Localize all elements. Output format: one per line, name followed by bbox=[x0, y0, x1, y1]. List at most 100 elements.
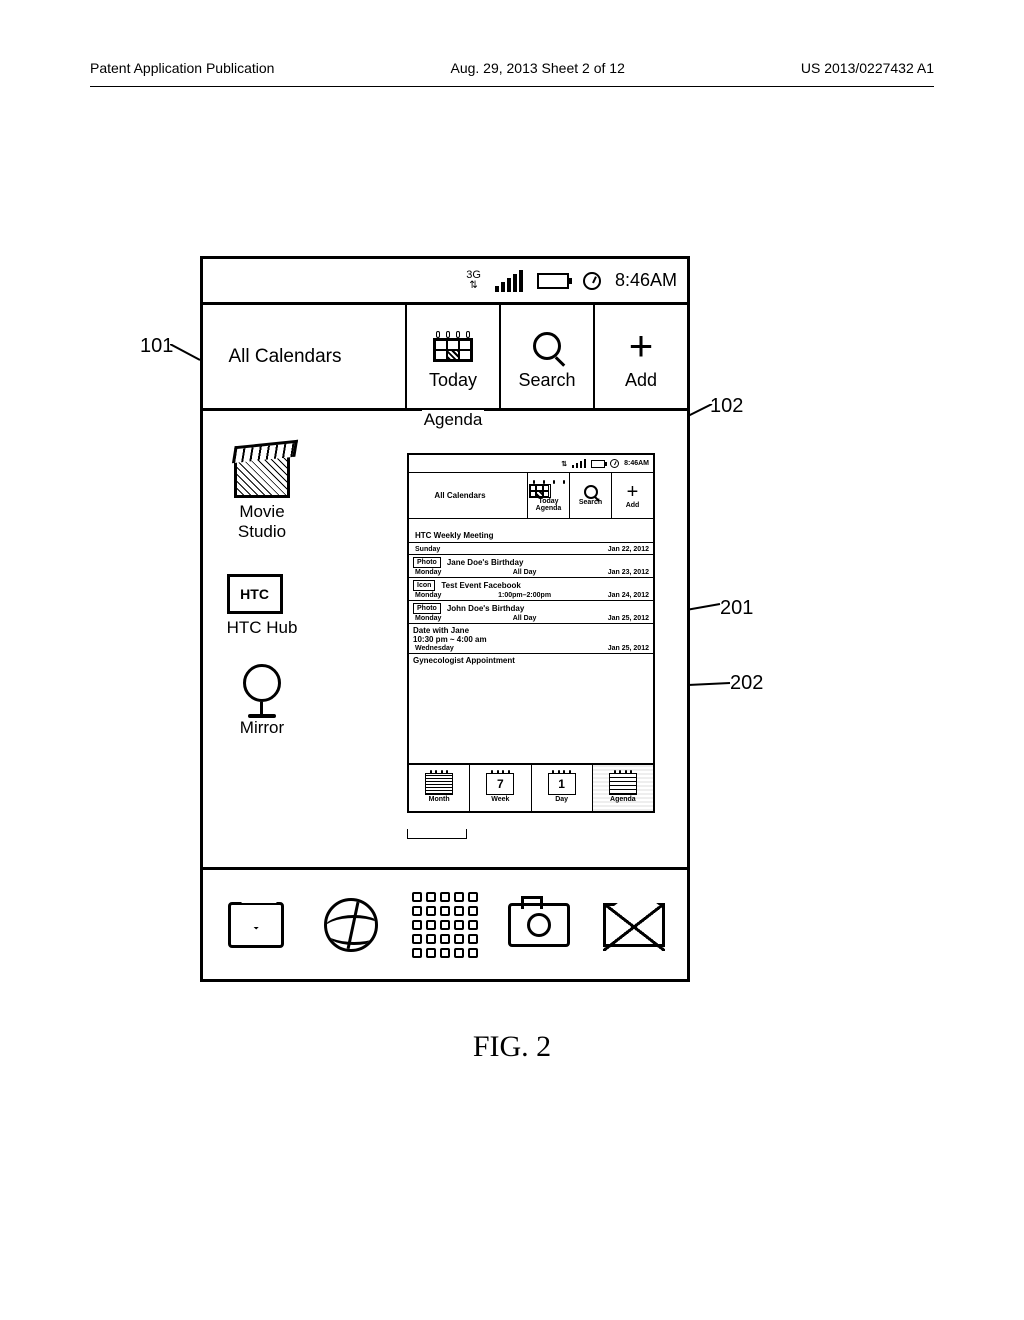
clock-icon bbox=[583, 272, 601, 290]
preview-event[interactable]: Sunday Jan 22, 2012 bbox=[409, 542, 653, 554]
leader-202 bbox=[688, 680, 732, 690]
ev-thumb: Photo bbox=[413, 557, 441, 568]
preview-today-label: Today bbox=[538, 498, 558, 505]
ev-date: Jan 23, 2012 bbox=[608, 569, 649, 576]
ev-title: Date with Jane bbox=[413, 626, 649, 635]
preview-status-bar: ⇅ 8:46AM bbox=[409, 455, 653, 473]
preview-search-icon bbox=[584, 485, 598, 499]
calendar-preview[interactable]: ⇅ 8:46AM All Calendars Today Agenda Se bbox=[407, 453, 655, 813]
callout-101: 101 bbox=[140, 335, 173, 358]
ev-date: Jan 22, 2012 bbox=[608, 546, 649, 553]
preview-event[interactable]: Date with Jane 10:30 pm ~ 4:00 am Wednes… bbox=[409, 623, 653, 653]
tab-agenda-label: Agenda bbox=[610, 796, 636, 803]
htc-badge-text: HTC bbox=[240, 586, 269, 602]
ev-sub: 10:30 pm ~ 4:00 am bbox=[413, 635, 649, 644]
movie-label-1: Movie bbox=[234, 502, 290, 522]
page-header: Patent Application Publication Aug. 29, … bbox=[0, 0, 1024, 86]
ev-day: Sunday bbox=[415, 546, 440, 553]
preview-all-label: All Calendars bbox=[434, 491, 485, 500]
preview-event[interactable]: PhotoJane Doe's Birthday MondayAll DayJa… bbox=[409, 554, 653, 577]
preview-all-calendars[interactable]: All Calendars bbox=[409, 473, 527, 518]
all-calendars-dropdown[interactable]: All Calendars bbox=[203, 305, 405, 408]
clapper-icon bbox=[234, 454, 290, 498]
agenda-icon bbox=[609, 773, 637, 795]
tab-day-label: Day bbox=[555, 796, 568, 803]
dock-mail[interactable] bbox=[220, 890, 292, 960]
preview-event[interactable]: IconTest Event Facebook Monday1:00pm–2:0… bbox=[409, 577, 653, 600]
movie-label-2: Studio bbox=[234, 522, 290, 542]
today-label: Today bbox=[429, 370, 477, 391]
ev-sub: All Day bbox=[513, 615, 537, 622]
ev-date: Jan 24, 2012 bbox=[608, 592, 649, 599]
dropdown-icon bbox=[360, 350, 380, 364]
tab-month[interactable]: Month bbox=[409, 765, 470, 811]
add-button[interactable]: + Add bbox=[593, 305, 687, 408]
signal-icon bbox=[495, 270, 523, 292]
preview-event[interactable]: PhotoJohn Doe's Birthday MondayAll DayJa… bbox=[409, 600, 653, 623]
search-icon bbox=[533, 332, 561, 360]
header-left: Patent Application Publication bbox=[90, 60, 274, 76]
globe-icon bbox=[324, 898, 378, 952]
preview-view-tabs: Month 7 Week 1 Day Agenda bbox=[409, 763, 653, 811]
leader-101 bbox=[170, 344, 202, 364]
preview-time: 8:46AM bbox=[624, 460, 649, 467]
htc-hub-app[interactable]: HTC HTC Hub bbox=[227, 564, 298, 638]
callout-201: 201 bbox=[720, 597, 753, 620]
mirror-app[interactable]: Mirror bbox=[240, 664, 284, 738]
tab-week[interactable]: 7 Week bbox=[470, 765, 531, 811]
dock-apps[interactable] bbox=[409, 890, 481, 960]
preview-event[interactable]: Gynecologist Appointment bbox=[409, 653, 653, 666]
leader-102 bbox=[688, 404, 714, 418]
ev-title: Gynecologist Appointment bbox=[413, 656, 649, 665]
day-num: 1 bbox=[558, 777, 565, 791]
ev-day: Monday bbox=[415, 569, 441, 576]
ev-title: Jane Doe's Birthday bbox=[447, 558, 524, 567]
dock-messages[interactable] bbox=[598, 890, 670, 960]
day-icon: 1 bbox=[548, 773, 576, 795]
today-button[interactable]: Today Agenda bbox=[405, 305, 499, 408]
preview-battery-icon bbox=[591, 460, 605, 468]
mail-icon bbox=[228, 902, 284, 948]
tab-week-label: Week bbox=[491, 796, 509, 803]
preview-add-label: Add bbox=[626, 502, 640, 509]
preview-plus-icon: + bbox=[627, 482, 639, 502]
toolbar: All Calendars Today Agenda Search + Add bbox=[203, 305, 687, 411]
movie-studio-app[interactable]: Movie Studio bbox=[234, 454, 290, 542]
ev-day: Wednesday bbox=[415, 645, 454, 652]
month-icon bbox=[425, 773, 453, 795]
dock bbox=[203, 867, 687, 979]
preview-search-button[interactable]: Search bbox=[569, 473, 611, 518]
preview-event-list: Sunday Jan 22, 2012 Photo Jane Doe's Birth… bbox=[409, 542, 653, 666]
week-num: 7 bbox=[497, 777, 504, 791]
dock-browser[interactable] bbox=[315, 890, 387, 960]
htc-badge-icon: HTC bbox=[227, 574, 283, 614]
tab-month-label: Month bbox=[429, 796, 450, 803]
search-button[interactable]: Search bbox=[499, 305, 593, 408]
agenda-label: Agenda bbox=[422, 410, 485, 430]
preview-toolbar: All Calendars Today Agenda Search + Add bbox=[409, 473, 653, 519]
search-label: Search bbox=[518, 370, 575, 391]
preview-dropdown-icon bbox=[492, 492, 502, 499]
device-frame: 3G ⇅ 8:46AM All Calendars Today Agenda S… bbox=[200, 256, 690, 982]
preview-today-button[interactable]: Today Agenda bbox=[527, 473, 569, 518]
apps-column: Movie Studio HTC HTC Hub Mirror bbox=[217, 454, 307, 738]
preview-calendar-icon bbox=[529, 480, 569, 498]
preview-add-button[interactable]: + Add bbox=[611, 473, 653, 518]
preview-clock-icon bbox=[610, 459, 619, 468]
figure-caption: FIG. 2 bbox=[0, 1030, 1024, 1064]
network-icon: 3G ⇅ bbox=[466, 270, 481, 291]
ev-title: Test Event Facebook bbox=[441, 581, 520, 590]
preview-header: HTC Weekly Meeting bbox=[409, 519, 653, 542]
dock-camera[interactable] bbox=[503, 890, 575, 960]
add-label: Add bbox=[625, 370, 657, 391]
tab-day[interactable]: 1 Day bbox=[532, 765, 593, 811]
header-right: US 2013/0227432 A1 bbox=[801, 60, 934, 76]
ev-day: Monday bbox=[415, 592, 441, 599]
app-grid-icon bbox=[412, 892, 478, 958]
scroll-indicator[interactable] bbox=[407, 829, 467, 839]
htc-hub-label: HTC Hub bbox=[227, 618, 298, 638]
camera-icon bbox=[508, 903, 570, 947]
header-rule bbox=[90, 86, 934, 87]
ev-day: Monday bbox=[415, 615, 441, 622]
tab-agenda[interactable]: Agenda bbox=[593, 765, 653, 811]
